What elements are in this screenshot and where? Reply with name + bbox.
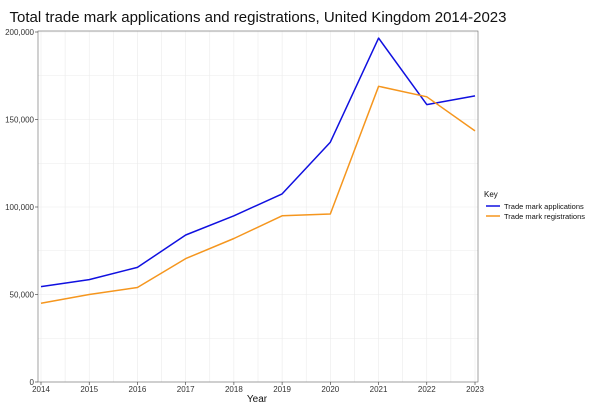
series-line-trade-mark-registrations [40, 85, 476, 305]
x-axis-ticks: 2014 2015 2016 2017 2018 2019 2020 2021 2022 2023 [32, 382, 484, 394]
x-tick-label: 2015 [80, 385, 98, 394]
plot-panel [37, 30, 479, 383]
y-tick-label: 100,000 [5, 203, 34, 212]
y-tick-label: 200,000 [5, 28, 34, 37]
y-axis-ticks: 0 50,000 100,000 150,000 200,000 [5, 28, 38, 387]
series-line-trade-mark-applications [40, 37, 476, 288]
legend-label: Trade mark registrations [504, 212, 585, 221]
x-tick-label: 2014 [32, 385, 50, 394]
legend-label: Trade mark applications [504, 202, 584, 211]
chart-title: Total trade mark applications and regist… [10, 9, 507, 26]
x-axis-label: Year [247, 394, 268, 405]
series-lines [40, 37, 476, 305]
x-tick-label: 2021 [370, 385, 388, 394]
x-tick-label: 2020 [321, 385, 339, 394]
x-tick-label: 2017 [177, 385, 195, 394]
legend-title: Key [484, 190, 498, 199]
grid-lines [38, 31, 478, 383]
y-tick-label: 150,000 [5, 116, 34, 125]
x-tick-label: 2019 [273, 385, 291, 394]
y-tick-label: 0 [30, 378, 35, 387]
x-tick-label: 2023 [466, 385, 484, 394]
x-tick-label: 2018 [225, 385, 243, 394]
x-tick-label: 2016 [129, 385, 147, 394]
y-tick-label: 50,000 [10, 291, 35, 300]
x-tick-label: 2022 [418, 385, 436, 394]
